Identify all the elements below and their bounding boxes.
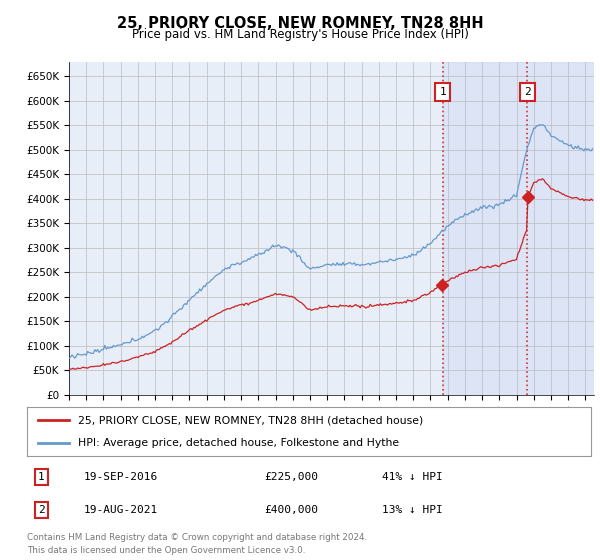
- Text: Price paid vs. HM Land Registry's House Price Index (HPI): Price paid vs. HM Land Registry's House …: [131, 28, 469, 41]
- Text: £225,000: £225,000: [264, 472, 318, 482]
- Text: 25, PRIORY CLOSE, NEW ROMNEY, TN28 8HH (detached house): 25, PRIORY CLOSE, NEW ROMNEY, TN28 8HH (…: [78, 416, 423, 426]
- Text: 2: 2: [524, 87, 530, 97]
- Text: 25, PRIORY CLOSE, NEW ROMNEY, TN28 8HH: 25, PRIORY CLOSE, NEW ROMNEY, TN28 8HH: [116, 16, 484, 31]
- Text: HPI: Average price, detached house, Folkestone and Hythe: HPI: Average price, detached house, Folk…: [78, 438, 399, 448]
- Text: 19-AUG-2021: 19-AUG-2021: [83, 505, 158, 515]
- Text: £400,000: £400,000: [264, 505, 318, 515]
- Text: 1: 1: [38, 472, 44, 482]
- Text: 19-SEP-2016: 19-SEP-2016: [83, 472, 158, 482]
- Bar: [443, 62, 594, 395]
- Text: 1: 1: [439, 87, 446, 97]
- Text: 41% ↓ HPI: 41% ↓ HPI: [382, 472, 443, 482]
- Text: 13% ↓ HPI: 13% ↓ HPI: [382, 505, 443, 515]
- Text: 2: 2: [38, 505, 44, 515]
- Text: Contains HM Land Registry data © Crown copyright and database right 2024.
This d: Contains HM Land Registry data © Crown c…: [27, 533, 367, 554]
